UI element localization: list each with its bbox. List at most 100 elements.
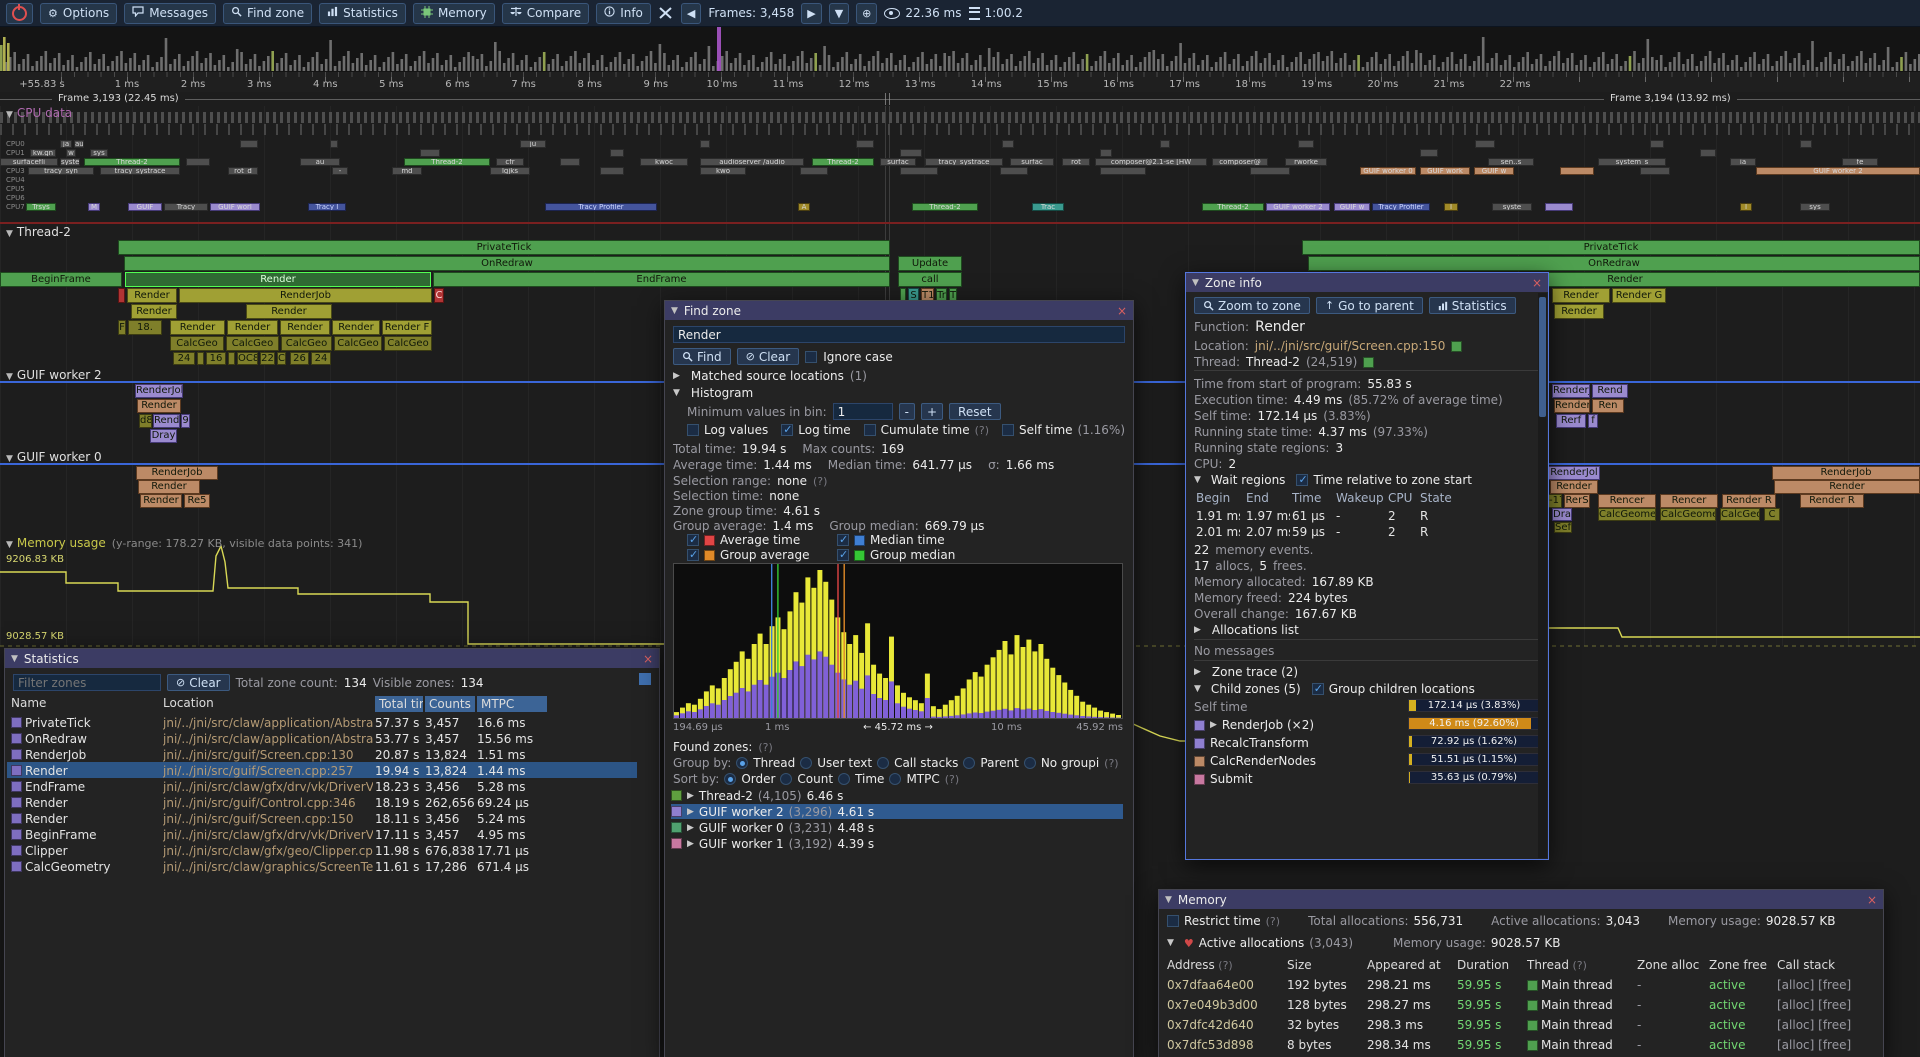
child-zone-row[interactable]: ▶ RenderJob (×2) bbox=[1194, 718, 1314, 732]
table-cell[interactable]: OnRedraw bbox=[25, 732, 87, 746]
cpu-zone-segment[interactable]: w bbox=[66, 149, 76, 157]
mem-column-header[interactable]: Size bbox=[1287, 958, 1312, 972]
zone[interactable]: PrivateTick bbox=[118, 240, 890, 255]
cpu-zone-segment[interactable]: I bbox=[1444, 203, 1458, 211]
zone[interactable]: PrivateTick bbox=[1302, 240, 1920, 255]
table-cell[interactable]: 3,456 bbox=[425, 812, 460, 826]
zone[interactable]: CalcGeomet bbox=[1660, 508, 1716, 521]
alloc-thread[interactable]: Main thread bbox=[1541, 978, 1613, 992]
cpu-zone-segment[interactable] bbox=[1700, 149, 1716, 157]
reset-button[interactable]: Reset bbox=[949, 403, 1001, 420]
legend-checkbox[interactable] bbox=[837, 533, 849, 546]
sort-by-radio[interactable] bbox=[889, 773, 902, 785]
cpu-zone-segment[interactable] bbox=[900, 149, 922, 157]
table-cell[interactable]: RenderJob bbox=[25, 748, 87, 762]
alloc-address[interactable]: 0x7dfaa64e00 bbox=[1167, 978, 1254, 992]
table-cell[interactable]: 3,457 bbox=[425, 828, 460, 842]
group-children-checkbox[interactable] bbox=[1311, 682, 1324, 695]
info-button[interactable]: Info bbox=[596, 2, 651, 24]
zone[interactable]: 24 bbox=[311, 352, 331, 365]
found-zone-group[interactable]: ▶ Thread-2 (4,105) 6.46 s bbox=[671, 788, 1123, 803]
table-cell[interactable]: 17.11 s bbox=[375, 828, 420, 842]
cpu-zone-segment[interactable] bbox=[330, 140, 338, 148]
zone[interactable]: Render bbox=[170, 320, 225, 335]
zone[interactable]: 24 bbox=[173, 352, 195, 365]
column-header-location[interactable]: Location bbox=[163, 696, 214, 710]
table-cell[interactable]: 18.23 s bbox=[375, 780, 420, 794]
cpu-zone-segment[interactable]: cfr bbox=[496, 158, 524, 166]
legend-checkbox[interactable] bbox=[687, 548, 699, 561]
table-cell[interactable]: jni/../jni/src/claw/graphics/ScreenText.… bbox=[163, 860, 373, 874]
table-cell[interactable]: 262,656 bbox=[425, 796, 475, 810]
thread-header-guif-worker-0[interactable]: ▼ GUIF worker 0 bbox=[6, 450, 102, 464]
zone[interactable]: Update bbox=[898, 256, 962, 271]
zone[interactable]: Render F bbox=[382, 320, 432, 335]
mem-column-header[interactable]: Zone free bbox=[1709, 958, 1768, 972]
alloc-address[interactable]: 0x7e049b3d00 bbox=[1167, 998, 1258, 1012]
zone[interactable]: Render bbox=[246, 304, 332, 319]
zone[interactable]: CalcGeome bbox=[1598, 508, 1656, 521]
cpu-zone-segment[interactable]: Tracy Profiler bbox=[545, 203, 657, 211]
zone[interactable] bbox=[228, 352, 235, 365]
cpu-zone-segment[interactable]: lgjks bbox=[490, 167, 530, 175]
zone[interactable]: Render bbox=[332, 320, 380, 335]
zone[interactable]: Render bbox=[280, 320, 330, 335]
zone[interactable]: RenderJob bbox=[179, 288, 432, 303]
cpu-zone-segment[interactable] bbox=[1298, 140, 1314, 148]
table-cell[interactable]: 4.95 ms bbox=[477, 828, 526, 842]
table-cell[interactable]: 1.51 ms bbox=[477, 748, 526, 762]
cpu-zone-segment[interactable]: Thread-2 bbox=[912, 203, 978, 211]
legend-checkbox[interactable] bbox=[837, 548, 849, 561]
group-by-radio[interactable] bbox=[877, 757, 890, 769]
self-time-checkbox[interactable] bbox=[1002, 424, 1015, 436]
table-cell[interactable]: jni/../jni/src/guif/Screen.cpp:150 bbox=[163, 812, 354, 826]
filter-zones-input[interactable] bbox=[13, 674, 161, 691]
zone[interactable]: Sef bbox=[1554, 522, 1572, 533]
alloc-address[interactable]: 0x7dfc53d898 bbox=[1167, 1038, 1254, 1052]
power-button[interactable] bbox=[6, 2, 33, 24]
frame-dropdown-button[interactable]: ▼ bbox=[828, 2, 850, 24]
cpu-zone-segment[interactable] bbox=[1160, 140, 1170, 148]
cpu-zone-segment[interactable]: GUIF worker 0 bbox=[1360, 167, 1416, 175]
zone[interactable]: CalcGeo bbox=[1720, 508, 1760, 521]
alloc-address[interactable]: 0x7dfc42d640 bbox=[1167, 1018, 1254, 1032]
cpu-zone-segment[interactable] bbox=[1640, 167, 1670, 175]
zone[interactable]: Rencer bbox=[1660, 494, 1718, 508]
zone-trace-toggle[interactable]: ▶ Zone trace (2) bbox=[1194, 665, 1299, 679]
sort-by-radio[interactable] bbox=[780, 773, 793, 785]
sort-by-radio[interactable] bbox=[724, 773, 737, 785]
cpu-zone-segment[interactable]: sen..s bbox=[1488, 158, 1534, 166]
table-cell[interactable]: 69.24 µs bbox=[477, 796, 530, 810]
cpu-zone-segment[interactable]: ia bbox=[1730, 158, 1756, 166]
alloc-call-stack[interactable]: [alloc] [free] bbox=[1777, 998, 1852, 1012]
table-cell[interactable]: jni/../jni/src/claw/gfx/drv/vk/DriverVk.… bbox=[163, 828, 373, 842]
cpu-zone-segment[interactable]: Thread-2 bbox=[84, 158, 180, 166]
cpu-zone-segment[interactable]: audioserver /audio bbox=[700, 158, 804, 166]
table-cell[interactable]: 15.56 ms bbox=[477, 732, 534, 746]
cpu-zone-segment[interactable]: GUIF bbox=[128, 203, 162, 211]
zone[interactable]: Render bbox=[1554, 399, 1590, 413]
scrollbar-thumb[interactable] bbox=[639, 673, 651, 685]
crosshair-button[interactable]: ⊕ bbox=[856, 2, 878, 24]
zone[interactable]: Rencer bbox=[1598, 494, 1656, 508]
table-cell[interactable]: PrivateTick bbox=[25, 716, 91, 730]
table-cell[interactable]: 11.98 s bbox=[375, 844, 420, 858]
cpu-zone-segment[interactable]: au bbox=[74, 140, 84, 148]
cpu-zone-segment[interactable]: GUIF work bbox=[1420, 167, 1470, 175]
ignore-case-checkbox[interactable] bbox=[805, 350, 818, 363]
find-zone-button[interactable]: Find zone bbox=[223, 2, 313, 24]
time-ruler[interactable]: +55.83 s 1 ms 2 ms 3 ms 4 ms 5 ms 6 ms 7 ms 8 ms… bbox=[0, 72, 1920, 92]
zone[interactable]: Rend bbox=[1592, 384, 1628, 398]
cpu-zone-segment[interactable]: rot bbox=[1062, 158, 1090, 166]
zone[interactable]: Render R bbox=[1800, 494, 1864, 508]
table-cell[interactable]: BeginFrame bbox=[25, 828, 97, 842]
cpu-zone-segment[interactable] bbox=[1100, 167, 1146, 175]
min-bin-input[interactable] bbox=[832, 403, 893, 420]
table-cell[interactable]: 18.19 s bbox=[375, 796, 420, 810]
cpu-zone-segment[interactable]: syste bbox=[60, 158, 80, 166]
table-cell[interactable]: CalcGeometry bbox=[25, 860, 111, 874]
zone[interactable]: CalcGeo bbox=[170, 336, 224, 351]
cpu-zone-segment[interactable]: Thread-2 bbox=[404, 158, 490, 166]
sort-by-radio[interactable] bbox=[838, 773, 851, 785]
table-cell[interactable]: EndFrame bbox=[25, 780, 86, 794]
